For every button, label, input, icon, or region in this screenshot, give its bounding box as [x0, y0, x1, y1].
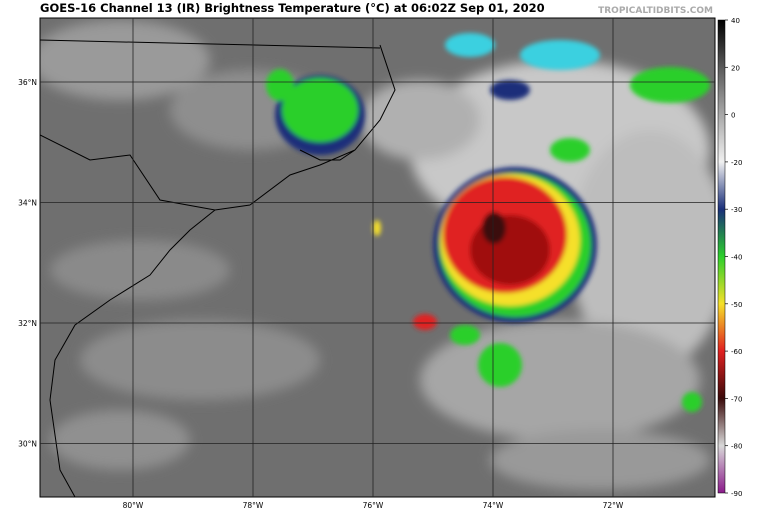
longitude-label: 74°W	[483, 501, 504, 510]
longitude-label: 80°W	[123, 501, 144, 510]
longitude-label: 78°W	[243, 501, 264, 510]
map-frame	[39, 17, 716, 498]
latitude-label: 30°N	[18, 440, 37, 449]
watermark: TROPICALTIDBITS.COM	[598, 6, 713, 16]
colorbar-tick-label: -20	[731, 159, 742, 167]
convection	[266, 33, 710, 412]
graticule	[40, 18, 715, 497]
colorbar-tick-label: -90	[731, 490, 742, 498]
latitude-label: 34°N	[18, 199, 37, 208]
colorbar-tick-label: -50	[731, 301, 742, 309]
latitude-label: 36°N	[18, 78, 37, 87]
colorbar	[717, 19, 726, 494]
colorbar-tick-label: -60	[731, 348, 742, 356]
coastline	[40, 39, 396, 497]
colorbar-tick-label: 40	[731, 17, 740, 25]
longitude-label: 76°W	[363, 501, 384, 510]
colorbar-tick-label: 20	[731, 64, 740, 72]
colorbar-tick-label: -30	[731, 206, 742, 214]
title: GOES-16 Channel 13 (IR) Brightness Tempe…	[40, 1, 545, 15]
colorbar-tick-label: -40	[731, 254, 742, 262]
latitude-label: 32°N	[18, 319, 37, 328]
colorbar-tick-label: -70	[731, 395, 742, 403]
map-imagery	[40, 18, 715, 497]
colorbar-tick-label: -80	[731, 443, 742, 451]
colorbar-tick-label: 0	[731, 112, 735, 120]
longitude-label: 72°W	[603, 501, 624, 510]
